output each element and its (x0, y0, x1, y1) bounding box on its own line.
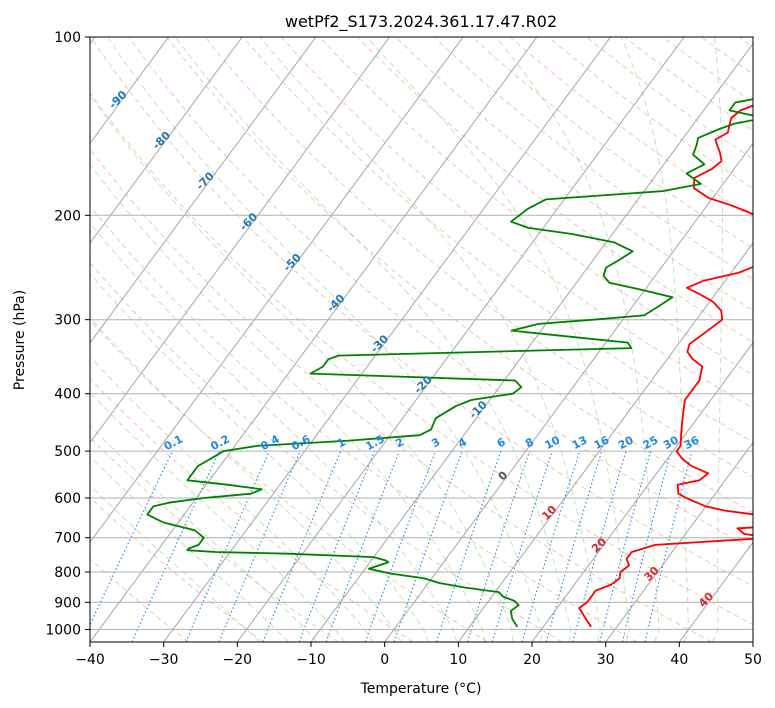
mixing-ratio-label: 30 (661, 433, 681, 452)
moist-adiabat (90, 94, 514, 642)
isotherm (90, 37, 317, 344)
y-tick-label: 500 (54, 444, 81, 460)
moist-adiabat (174, 37, 572, 642)
isotherm (310, 42, 753, 642)
dewpoint-line (146, 98, 753, 628)
x-tick-label: 0 (380, 652, 389, 668)
mixing-ratio-line (218, 450, 301, 642)
x-tick-label: −30 (149, 652, 179, 668)
dry-adiabat (90, 91, 753, 626)
isotherm (90, 37, 538, 642)
y-tick-label: 700 (54, 531, 81, 547)
mixing-ratio-label: 25 (641, 433, 661, 452)
moist-adiabat (107, 37, 542, 642)
isotherm (90, 37, 169, 145)
x-axis-label: Temperature (°C) (360, 681, 482, 697)
isotherm (163, 37, 611, 642)
mixing-ratio-label: 16 (592, 433, 612, 452)
isotherm (90, 37, 390, 444)
isotherm (457, 242, 753, 642)
moist-adiabat (90, 222, 458, 642)
x-tick-label: −10 (296, 652, 326, 668)
chart-title: wetPf2_S173.2024.361.17.47.R02 (285, 12, 557, 32)
mixing-ratio-line (644, 450, 693, 642)
mixing-ratio-line (521, 450, 581, 642)
y-tick-label: 900 (54, 595, 81, 611)
mixing-ratio-label: 10 (543, 433, 563, 452)
mixing-ratio-line (364, 450, 437, 642)
mixing-ratio-line (491, 450, 553, 642)
x-tick-label: 20 (523, 652, 541, 668)
dry-adiabat (395, 37, 753, 311)
isotherm (605, 441, 753, 642)
mixing-ratio-label: 20 (616, 433, 636, 452)
dry-adiabat (90, 205, 638, 642)
y-tick-label: 1000 (45, 622, 81, 638)
x-tick-label: −40 (75, 652, 105, 668)
dry-adiabat (90, 377, 414, 642)
x-tick-label: 30 (597, 652, 615, 668)
moist-adiabat (711, 37, 723, 642)
dry-adiabat (471, 37, 753, 249)
x-tick-label: 40 (670, 652, 688, 668)
y-axis-label: Pressure (hPa) (12, 290, 28, 390)
mixing-ratio-label: 13 (570, 433, 590, 452)
temperature-line (578, 104, 753, 628)
moist-adiabat (90, 391, 346, 642)
y-tick-label: 600 (54, 491, 81, 507)
plot-frame (89, 36, 754, 643)
x-tick-label: −20 (223, 652, 253, 668)
y-tick-label: 800 (54, 565, 81, 581)
isotherm (531, 342, 753, 642)
y-tick-label: 300 (54, 313, 81, 329)
moist-adiabat (620, 37, 690, 642)
y-tick-label: 200 (54, 208, 81, 224)
mixing-ratio-line (393, 450, 463, 642)
x-tick-label: 50 (744, 652, 762, 668)
isotherm (90, 37, 243, 244)
mixing-ratio-line (599, 450, 652, 642)
moist-adiabat (259, 37, 601, 642)
mixing-ratio-line (621, 450, 672, 642)
mixing-ratio-line (435, 450, 502, 642)
isotherm (236, 37, 685, 642)
dry-adiabat (280, 37, 753, 409)
mixing-ratio-label: 36 (682, 433, 702, 452)
moist-adiabat (90, 163, 486, 642)
dry-adiabat (433, 37, 753, 280)
dry-adiabat (90, 148, 712, 642)
moist-adiabat (90, 356, 374, 642)
moist-adiabat (90, 316, 402, 642)
moist-adiabat (366, 37, 631, 642)
dry-adiabat (357, 37, 753, 343)
isotherm (90, 37, 464, 543)
y-tick-label: 100 (54, 30, 81, 46)
x-tick-label: 10 (449, 652, 467, 668)
mixing-ratio-line (90, 450, 173, 626)
mixing-ratio-line (466, 450, 531, 642)
y-tick-label: 400 (54, 387, 81, 403)
moist-adiabat (495, 37, 660, 642)
isotherm (384, 142, 753, 642)
mixing-ratio-line (131, 450, 220, 642)
dry-adiabat (90, 37, 753, 587)
